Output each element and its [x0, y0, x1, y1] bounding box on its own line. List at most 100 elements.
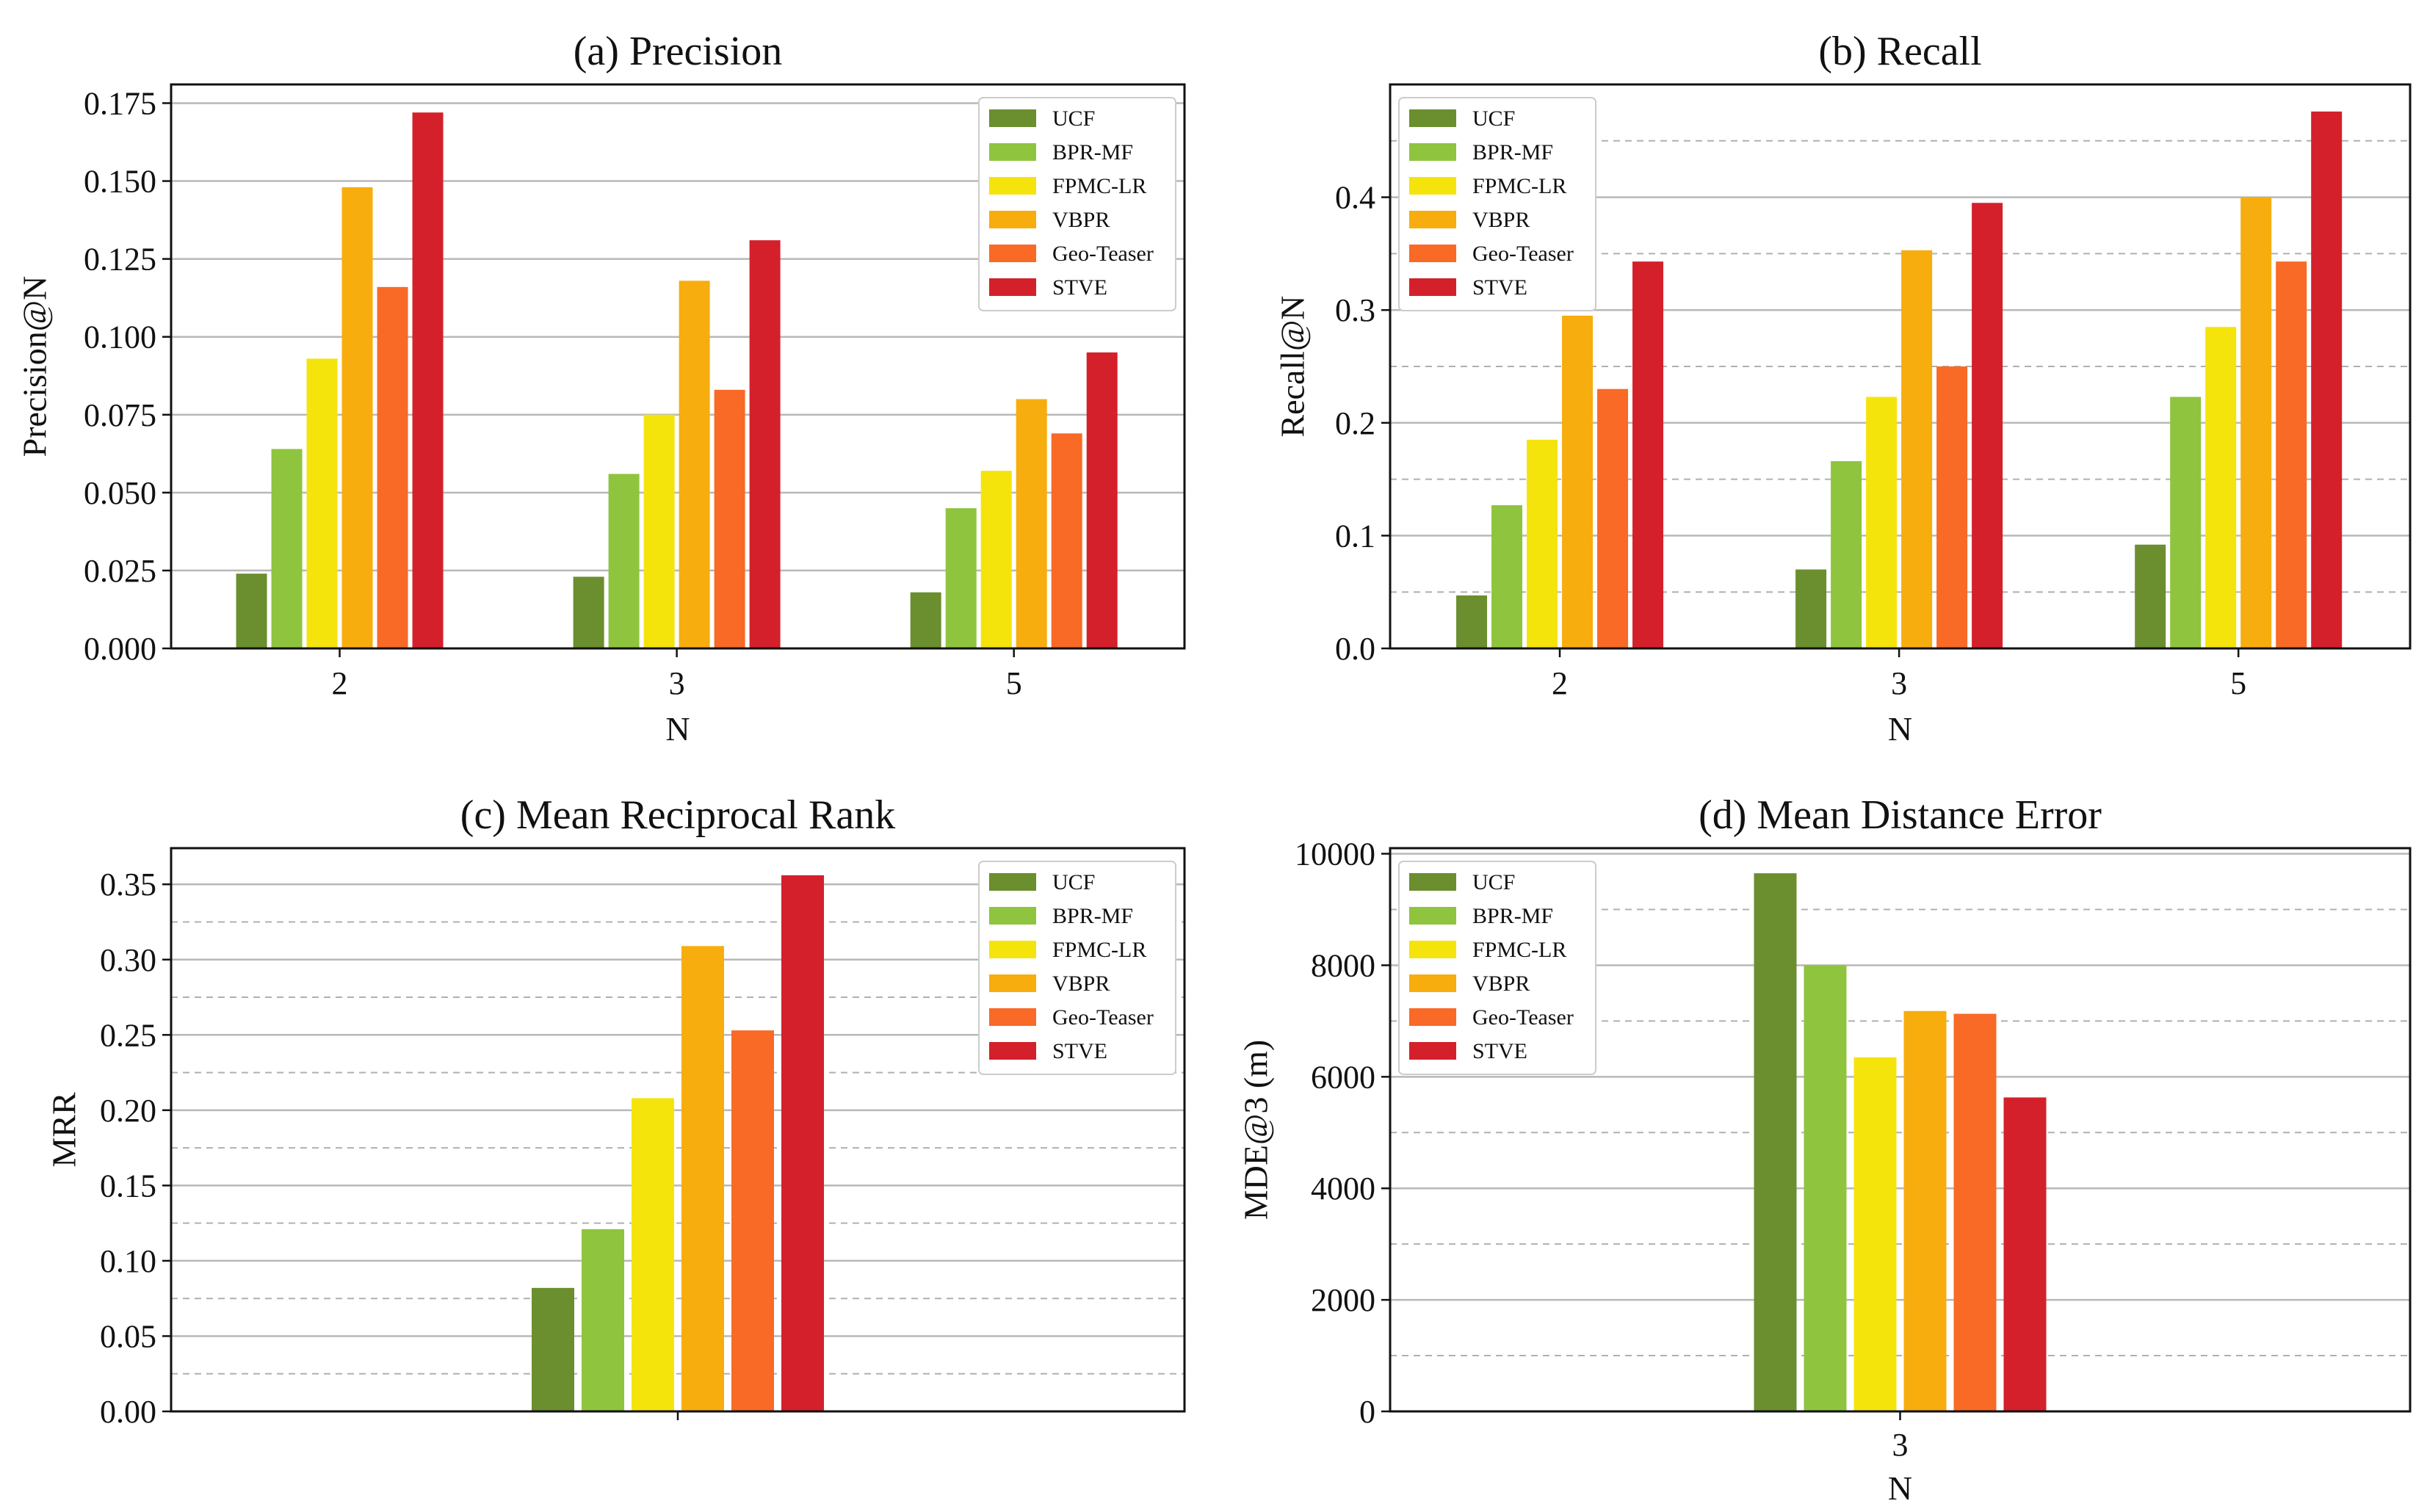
- legend-label: BPR-MF: [1052, 904, 1133, 928]
- legend: UCF BPR-MF FPMC-LR VBPR Geo-Teaser STVE: [978, 861, 1176, 1075]
- bar-fpmc-lr: [980, 471, 1012, 648]
- legend-swatch-ucf: [1409, 109, 1456, 127]
- bar-fpmc-lr: [2205, 327, 2237, 648]
- bar-geo-teaser: [1953, 1013, 1997, 1411]
- x-axis-label: N: [665, 710, 690, 748]
- axes-frame: [170, 83, 1186, 650]
- legend-label: BPR-MF: [1052, 140, 1133, 164]
- legend-label: UCF: [1472, 106, 1515, 131]
- legend-swatch-geo-teaser: [1409, 1008, 1456, 1026]
- bar-ucf: [573, 576, 604, 648]
- y-tick-label: 0.4: [1335, 180, 1375, 216]
- legend-label: FPMC-LR: [1052, 174, 1146, 198]
- legend-swatch-stve: [989, 278, 1036, 296]
- bar-bpr-mf: [1491, 504, 1523, 648]
- bar-bpr-mf: [582, 1229, 624, 1411]
- legend-swatch-fpmc-lr: [989, 177, 1036, 195]
- legend-label: UCF: [1052, 106, 1095, 131]
- legend-label: BPR-MF: [1472, 904, 1553, 928]
- bar-bpr-mf: [608, 474, 640, 648]
- bar-ucf: [910, 592, 941, 648]
- bar-geo-teaser: [2276, 261, 2307, 649]
- y-tick-label: 6000: [1311, 1059, 1375, 1095]
- y-axis-label: MRR: [46, 1092, 83, 1168]
- bar-stve: [1632, 261, 1664, 649]
- legend-swatch-bpr-mf: [1409, 907, 1456, 925]
- bar-geo-teaser: [1051, 433, 1082, 648]
- x-tick-label: 3: [1891, 665, 1907, 701]
- bar-vbpr: [1016, 399, 1047, 648]
- y-tick-label: 0.175: [84, 85, 156, 121]
- bar-geo-teaser: [1597, 388, 1629, 648]
- y-tick-label: 0.3: [1335, 292, 1375, 328]
- y-tick-label: 0.1: [1335, 518, 1375, 554]
- legend-swatch-fpmc-lr: [1409, 177, 1456, 195]
- y-tick-label: 0.0: [1335, 631, 1375, 667]
- y-axis-label: Precision@N: [16, 276, 54, 457]
- bar-fpmc-lr: [1527, 439, 1558, 648]
- y-tick-label: 0.025: [84, 553, 156, 589]
- bar-geo-teaser: [714, 389, 745, 648]
- legend-label: FPMC-LR: [1052, 938, 1146, 962]
- y-tick-label: 0.15: [100, 1168, 156, 1204]
- bar-fpmc-lr: [306, 358, 338, 648]
- legend-swatch-bpr-mf: [1409, 143, 1456, 161]
- x-axis-label: N: [1888, 1469, 1912, 1507]
- legend-label: UCF: [1472, 870, 1515, 894]
- y-tick-label: 0.10: [100, 1243, 156, 1279]
- legend-swatch-geo-teaser: [989, 245, 1036, 262]
- legend-swatch-fpmc-lr: [989, 941, 1036, 958]
- legend-swatch-stve: [989, 1042, 1036, 1060]
- legend-label: STVE: [1472, 275, 1527, 300]
- x-tick-label: 5: [2230, 665, 2246, 701]
- bar-stve: [1086, 352, 1118, 648]
- bar-vbpr: [1901, 250, 1933, 648]
- chart-title: (c) Mean Reciprocal Rank: [460, 792, 895, 838]
- bar-vbpr: [341, 187, 373, 648]
- bar-geo-teaser: [1936, 366, 1968, 648]
- bar-vbpr: [679, 281, 710, 648]
- bar-stve: [2003, 1097, 2047, 1411]
- legend-swatch-bpr-mf: [989, 907, 1036, 925]
- y-tick-label: 0.25: [100, 1017, 156, 1053]
- bar-fpmc-lr: [643, 414, 675, 648]
- bar-ucf: [1456, 595, 1488, 648]
- y-tick-label: 0.075: [84, 397, 156, 433]
- legend-swatch-ucf: [989, 873, 1036, 891]
- y-tick-label: 2000: [1311, 1282, 1375, 1318]
- chart-panel-1: 0.000 0.025 0.050 0.075 0.100 0.125 0.150 0.175…: [16, 29, 1186, 748]
- legend-swatch-vbpr: [1409, 211, 1456, 228]
- y-tick-label: 0.000: [84, 631, 156, 667]
- legend-swatch-vbpr: [989, 211, 1036, 228]
- legend-swatch-stve: [1409, 1042, 1456, 1060]
- y-tick-label: 0.20: [100, 1093, 156, 1129]
- bar-bpr-mf: [2170, 397, 2202, 648]
- chart-panel-4: 0 2000 4000 6000 8000 10000 3 (d) Mean Distance…: [1237, 792, 2412, 1507]
- legend-label: Geo-Teaser: [1472, 1005, 1574, 1030]
- bar-stve: [749, 240, 781, 649]
- bar-geo-teaser: [731, 1030, 774, 1411]
- y-tick-label: 0: [1359, 1394, 1375, 1430]
- y-tick-label: 0.125: [84, 242, 156, 278]
- legend-label: VBPR: [1052, 208, 1110, 232]
- y-tick-label: 0.150: [84, 164, 156, 200]
- bar-stve: [2311, 111, 2343, 648]
- y-tick-label: 0.050: [84, 475, 156, 511]
- bar-geo-teaser: [377, 286, 408, 648]
- legend-swatch-bpr-mf: [989, 143, 1036, 161]
- y-axis-label: MDE@3 (m): [1237, 1040, 1275, 1220]
- legend-label: STVE: [1052, 1039, 1107, 1063]
- legend-label: Geo-Teaser: [1052, 1005, 1154, 1030]
- y-tick-label: 0.30: [100, 942, 156, 978]
- chart-title: (a) Precision: [574, 29, 783, 74]
- bar-stve: [1972, 203, 2003, 648]
- legend-label: VBPR: [1052, 972, 1110, 996]
- y-tick-label: 0.00: [100, 1394, 156, 1430]
- x-axis-label: N: [1888, 710, 1912, 748]
- bar-vbpr: [1903, 1010, 1947, 1411]
- legend-label: FPMC-LR: [1472, 938, 1566, 962]
- chart-title: (d) Mean Distance Error: [1699, 792, 2102, 838]
- axes-frame: [170, 847, 1186, 1413]
- legend-swatch-vbpr: [989, 974, 1036, 992]
- bar-stve: [412, 112, 444, 648]
